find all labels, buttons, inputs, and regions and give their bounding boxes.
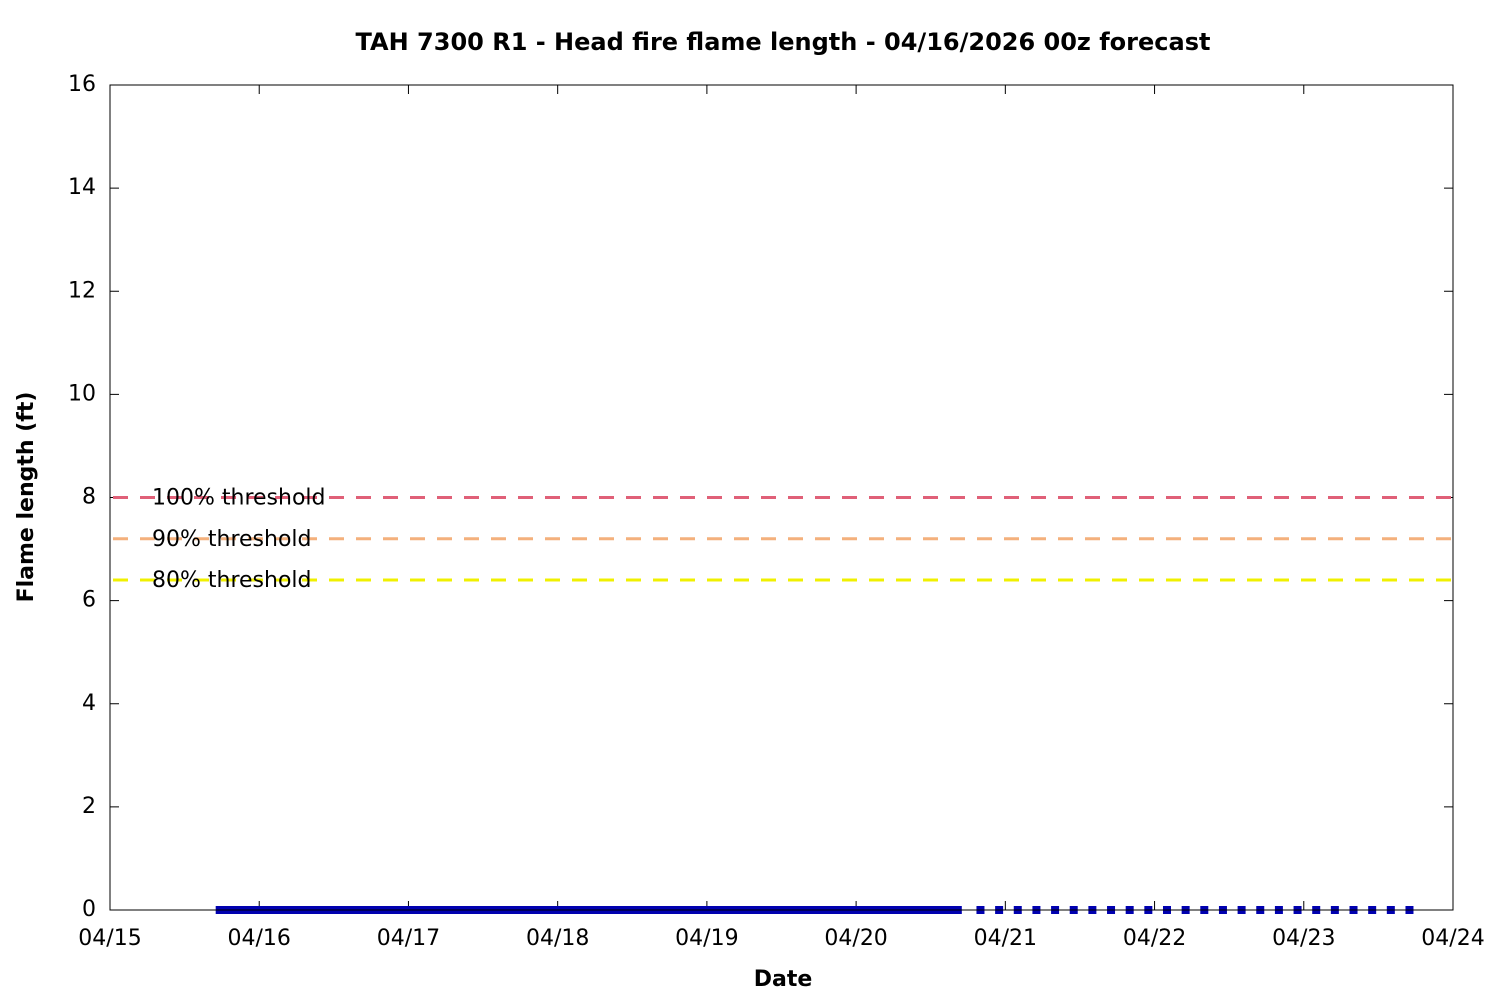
x-tick-label: 04/18 [526, 926, 589, 951]
x-tick-label: 04/21 [974, 926, 1037, 951]
plot-border [109, 84, 1454, 911]
x-tick-label: 04/17 [377, 926, 440, 951]
y-tick-label: 14 [68, 175, 96, 200]
y-tick-label: 8 [82, 485, 96, 510]
y-tick-label: 4 [82, 691, 96, 716]
x-tick-label: 04/24 [1421, 926, 1484, 951]
y-tick-label: 2 [82, 794, 96, 819]
x-tick-label: 04/16 [228, 926, 291, 951]
threshold-label: 100% threshold [152, 486, 326, 511]
x-tick-label: 04/15 [78, 926, 141, 951]
y-tick-label: 10 [68, 381, 96, 406]
x-tick-label: 04/19 [675, 926, 738, 951]
y-tick-label: 12 [68, 278, 96, 303]
x-tick-label: 04/20 [824, 926, 887, 951]
y-axis-label: Flame length (ft) [14, 392, 39, 603]
threshold-label: 80% threshold [152, 568, 312, 593]
x-tick-label: 04/22 [1123, 926, 1186, 951]
x-axis-label: Date [754, 967, 813, 992]
threshold-label: 90% threshold [152, 527, 312, 552]
y-tick-label: 0 [82, 897, 96, 922]
y-tick-label: 16 [68, 72, 96, 97]
chart-title: TAH 7300 R1 - Head fire flame length - 0… [356, 28, 1211, 56]
x-tick-label: 04/23 [1272, 926, 1335, 951]
y-tick-label: 6 [82, 588, 96, 613]
